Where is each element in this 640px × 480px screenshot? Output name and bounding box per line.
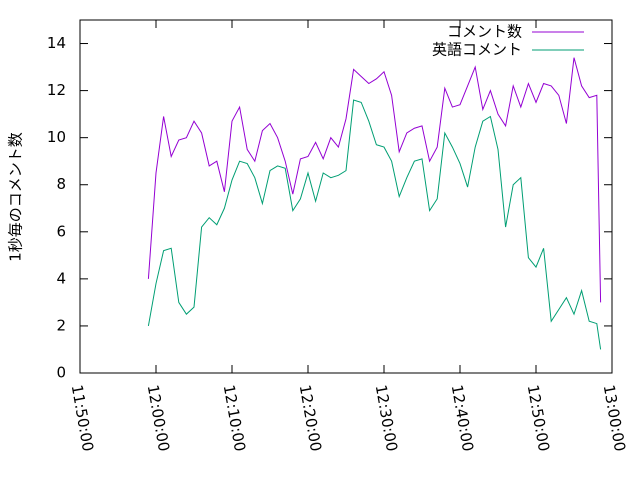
legend-label: コメント数 — [447, 23, 522, 41]
y-tick-label: 14 — [47, 34, 66, 52]
series-line — [147, 99, 602, 350]
y-tick-label: 6 — [56, 222, 66, 240]
x-tick-label: 12:30:00 — [372, 383, 401, 452]
y-axis-label: 1秒毎のコメント数 — [7, 132, 25, 262]
x-tick-label: 12:20:00 — [296, 383, 325, 452]
y-tick-label: 12 — [47, 81, 66, 99]
x-tick-label: 12:00:00 — [144, 383, 173, 452]
plot-border — [79, 19, 613, 374]
y-tick-label: 2 — [56, 316, 66, 334]
x-tick-label: 12:50:00 — [524, 383, 553, 452]
series-line — [147, 57, 602, 303]
y-tick-label: 0 — [56, 364, 66, 382]
y-tick-label: 10 — [47, 128, 66, 146]
y-tick-label: 4 — [56, 269, 66, 287]
y-tick-label: 8 — [56, 175, 66, 193]
x-tick-label: 11:50:00 — [68, 383, 97, 452]
x-tick-label: 12:40:00 — [448, 383, 477, 452]
x-tick-label: 13:00:00 — [600, 383, 629, 452]
legend-label: 英語コメント — [432, 41, 522, 59]
x-tick-label: 12:10:00 — [220, 383, 249, 452]
